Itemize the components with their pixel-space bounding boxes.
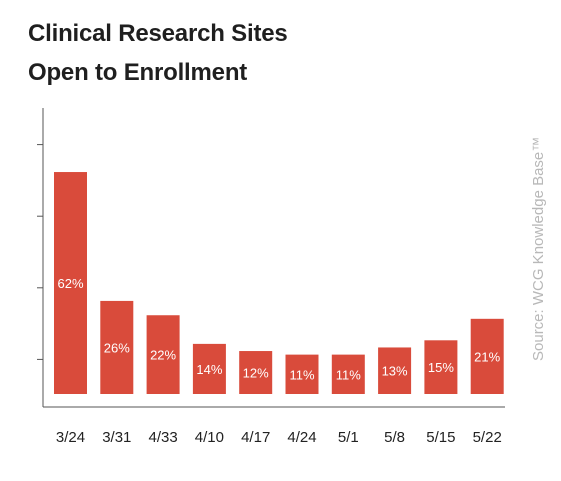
- bar-value-label: 14%: [196, 362, 222, 377]
- x-tick-label: 3/31: [102, 429, 131, 446]
- x-tick-label: 5/8: [384, 429, 405, 446]
- bar-5/15: [424, 340, 458, 394]
- x-tick-label: 4/10: [195, 429, 224, 446]
- x-tick-labels: 3/24 3/31 4/33 4/10 4/17 4/24 5/1 5/8 5/15 5/22: [56, 429, 502, 446]
- x-tick-label: 4/24: [287, 429, 316, 446]
- bar-3/24: [54, 172, 87, 394]
- bar-4/24: [285, 354, 319, 394]
- bar-4/10: [192, 343, 226, 394]
- chart-title: Clinical Research Sites Open to Enrollme…: [28, 14, 408, 92]
- bar-value-label: 22%: [150, 348, 176, 363]
- bar-value-label: 12%: [243, 366, 269, 381]
- x-tick-label: 4/33: [148, 429, 177, 446]
- bar-value-label: 15%: [428, 360, 454, 375]
- bar-3/31: [100, 300, 134, 394]
- chart-axes: [37, 108, 505, 408]
- bar-value-label: 21%: [474, 349, 500, 364]
- chart-title-line-1: Clinical Research Sites: [28, 20, 288, 47]
- x-tick-label: 5/22: [473, 429, 502, 446]
- bar-4/33: [146, 315, 180, 394]
- x-tick-label: 4/17: [241, 429, 270, 446]
- bar-value-label: 13%: [382, 364, 408, 379]
- bar-value-label: 62%: [57, 276, 83, 291]
- bar-value-label: 26%: [104, 340, 130, 355]
- bar-value-label: 11%: [336, 367, 361, 382]
- x-tick-label: 3/24: [56, 429, 85, 446]
- bar-4/17: [239, 351, 273, 394]
- bar-5/22: [470, 318, 504, 394]
- source-note: Source: WCG Knowledge Base™: [530, 137, 547, 361]
- bar-series: 62% 26% 22% 14% 12% 11% 11% 13% 15% 21%: [54, 172, 504, 394]
- bar-value-label: 11%: [289, 367, 314, 382]
- bar-5/8: [378, 347, 412, 394]
- chart-title-line-2: Open to Enrollment: [28, 59, 248, 86]
- x-tick-label: 5/1: [338, 429, 359, 446]
- x-tick-label: 5/15: [426, 429, 455, 446]
- bar-5/1: [331, 354, 365, 394]
